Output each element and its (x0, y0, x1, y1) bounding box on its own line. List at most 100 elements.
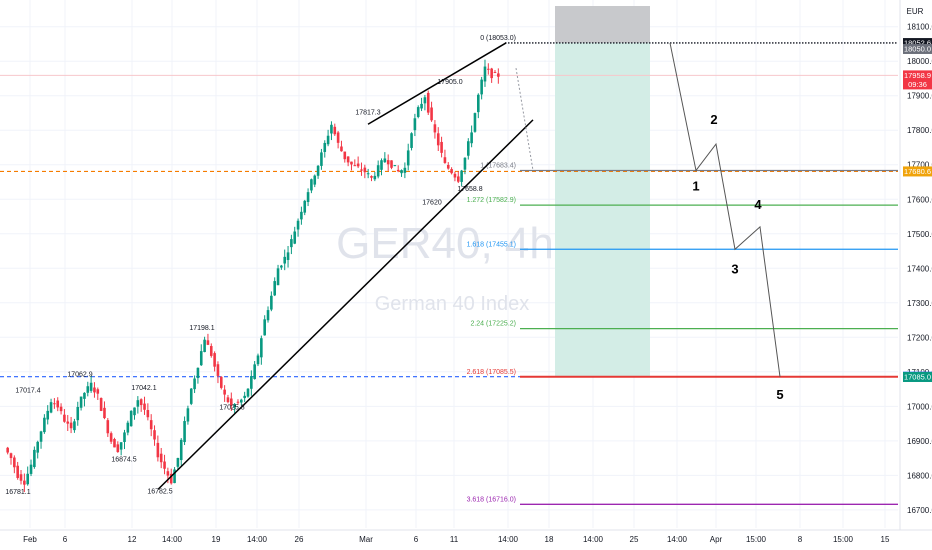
candle-body (273, 281, 276, 296)
y-tick-label: 18000.0 (907, 57, 932, 66)
candle-body (393, 165, 397, 167)
candle-body (233, 404, 236, 408)
candle-body (43, 417, 46, 433)
candle-body (23, 480, 26, 485)
y-tick-label: 16900.0 (907, 437, 932, 446)
candle-body (83, 392, 86, 399)
price-axis[interactable]: EUR 18100.018000.017900.017800.017700.01… (899, 0, 932, 530)
candle-body (263, 319, 266, 336)
price-badge (903, 38, 932, 49)
x-tick-label: 12 (128, 535, 137, 544)
candle-body (39, 431, 43, 442)
time-axis[interactable]: Feb 6 12 14:00 19 14:00 26 Mar 6 11 14:00 18 14:00 25… (0, 529, 932, 544)
projection-path (669, 42, 781, 377)
candle-body (436, 133, 440, 146)
candle-body (13, 457, 16, 468)
candle-body (283, 256, 287, 264)
candle-body (143, 403, 146, 410)
x-tick-label: 26 (295, 535, 304, 544)
candle-body (323, 142, 327, 152)
price-badge-text: 17958.9 (904, 71, 931, 80)
x-tick-label: 18 (545, 535, 554, 544)
candle-body (89, 382, 93, 391)
y-tick-label: 17700.0 (907, 161, 932, 170)
candle-body (206, 340, 210, 345)
swing-label: 16874.5 (111, 457, 136, 464)
candle-body (240, 399, 243, 403)
candle-body (203, 339, 206, 353)
candle-body (169, 473, 173, 484)
candle-body (343, 151, 347, 160)
candle-body (26, 473, 29, 485)
candle-body (316, 165, 320, 176)
swing-label: 17905.0 (437, 79, 462, 86)
candle-body (493, 72, 497, 74)
candle-body (466, 141, 470, 156)
candle-body (36, 441, 40, 453)
x-tick-label: 19 (212, 535, 221, 544)
candle-body (149, 420, 153, 430)
candle-body (223, 389, 226, 395)
candle-body (480, 79, 483, 95)
candle-body (79, 396, 83, 408)
candle-body (189, 388, 193, 404)
candle-body (256, 355, 260, 365)
projection-zones (555, 6, 650, 377)
x-tick-label: Apr (710, 535, 723, 544)
candle-body (166, 471, 170, 476)
candle-body (69, 422, 73, 429)
upper-trendline (367, 42, 507, 125)
candle-body (433, 124, 437, 133)
candle-body (33, 449, 36, 468)
candle-body (400, 170, 403, 174)
drawings[interactable]: 1 2 3 4 5 (157, 42, 784, 490)
candle-body (93, 387, 96, 393)
candle-body (340, 146, 343, 152)
candle-body (186, 408, 190, 422)
candle-body (333, 126, 337, 135)
candle-body (386, 160, 390, 165)
candle-body (290, 239, 293, 248)
candle-body (303, 200, 307, 213)
candle-body (477, 94, 480, 113)
candle-body (296, 220, 300, 230)
candle-body (146, 410, 150, 418)
price-badge-countdown: 09:36 (908, 80, 927, 89)
wave-label-5: 5 (776, 387, 783, 402)
candle-body (216, 364, 220, 376)
candle-body (320, 152, 323, 166)
candle-body (487, 68, 490, 70)
candle-body (313, 175, 317, 185)
candle-body (126, 422, 130, 433)
candle-body (243, 395, 246, 399)
candle-body (193, 378, 196, 390)
candle-body (460, 170, 463, 182)
candle-body (270, 295, 273, 310)
fib-levels[interactable]: 0 (18053.0) 1 (17683.4) 1.272 (17582.9) 1.6… (0, 35, 898, 505)
candle-body (73, 421, 76, 431)
x-tick-label: 14:00 (498, 535, 519, 544)
candle-body (53, 403, 56, 405)
fib-level-label: 1 (17683.4) (480, 162, 516, 169)
candle-body (236, 401, 240, 403)
stop-zone (555, 6, 650, 43)
candle-body (129, 410, 133, 427)
swing-label: 17042.1 (131, 385, 156, 392)
fib-level-label: 1.272 (17582.9) (467, 197, 516, 204)
candle-body (6, 447, 9, 453)
candle-body (253, 364, 256, 380)
price-badge-text: 17680.6 (904, 167, 931, 176)
swing-label: 17062.9 (67, 372, 92, 379)
x-tick-label: 15:00 (746, 535, 767, 544)
swing-label: 17817.3 (355, 109, 380, 116)
target-zone (555, 42, 650, 377)
price-badge (903, 70, 932, 90)
candle-body (336, 132, 340, 143)
candle-body (136, 400, 140, 407)
fib-level-label: 2.24 (17225.2) (470, 321, 516, 328)
candle-body (420, 103, 423, 109)
price-badge (903, 166, 932, 177)
price-labels: 16781.1 17017.4 17062.9 16874.5 16782.5 17198… (5, 79, 482, 496)
y-tick-label: 16800.0 (907, 471, 932, 480)
